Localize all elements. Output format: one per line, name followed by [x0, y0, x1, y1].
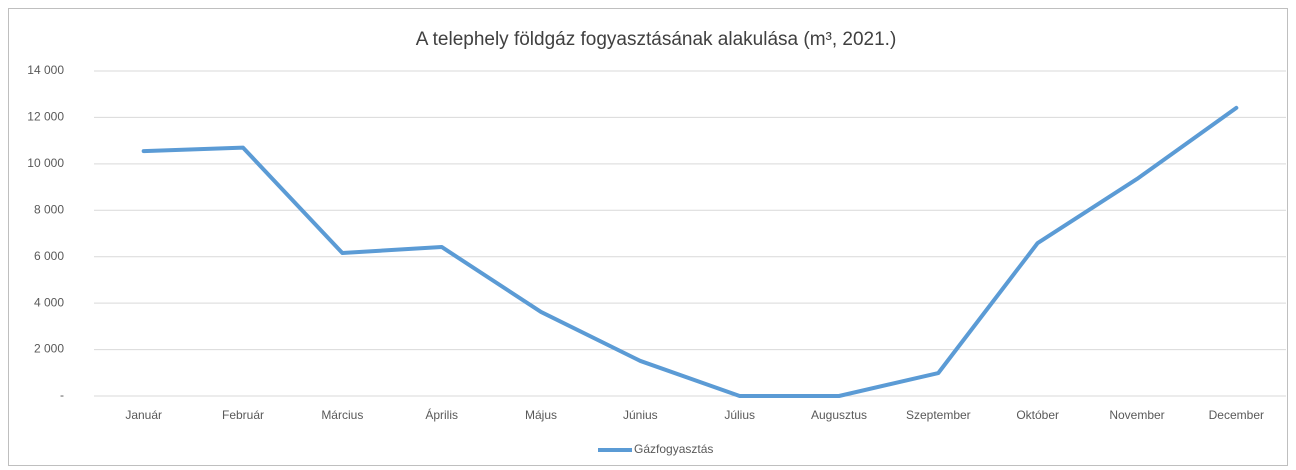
x-tick-label: Február	[222, 408, 264, 422]
x-tick-label: Október	[1016, 408, 1059, 422]
chart-title: A telephely földgáz fogyasztásának alaku…	[416, 29, 897, 50]
x-tick-label: November	[1109, 408, 1164, 422]
chart-border	[8, 8, 1288, 466]
x-tick-label: Április	[425, 407, 458, 422]
y-tick-label: 2 000	[34, 342, 64, 356]
x-tick-label: Szeptember	[906, 408, 971, 422]
x-tick-label: December	[1209, 408, 1264, 422]
y-tick-label: -	[60, 388, 64, 402]
x-tick-label: Május	[525, 408, 557, 422]
x-tick-label: Augusztus	[811, 408, 867, 422]
x-tick-label: Január	[125, 408, 162, 422]
y-tick-label: 4 000	[34, 295, 64, 309]
x-tick-label: Június	[623, 408, 658, 422]
y-tick-label: 8 000	[34, 202, 64, 216]
y-tick-label: 14 000	[27, 63, 64, 77]
y-tick-label: 12 000	[27, 110, 64, 124]
series-line	[141, 105, 1239, 398]
x-tick-label: Július	[724, 408, 755, 422]
legend-label: Gázfogyasztás	[634, 442, 713, 456]
x-tick-label: Március	[321, 408, 363, 422]
y-tick-label: 10 000	[27, 156, 64, 170]
y-tick-label: 6 000	[34, 249, 64, 263]
